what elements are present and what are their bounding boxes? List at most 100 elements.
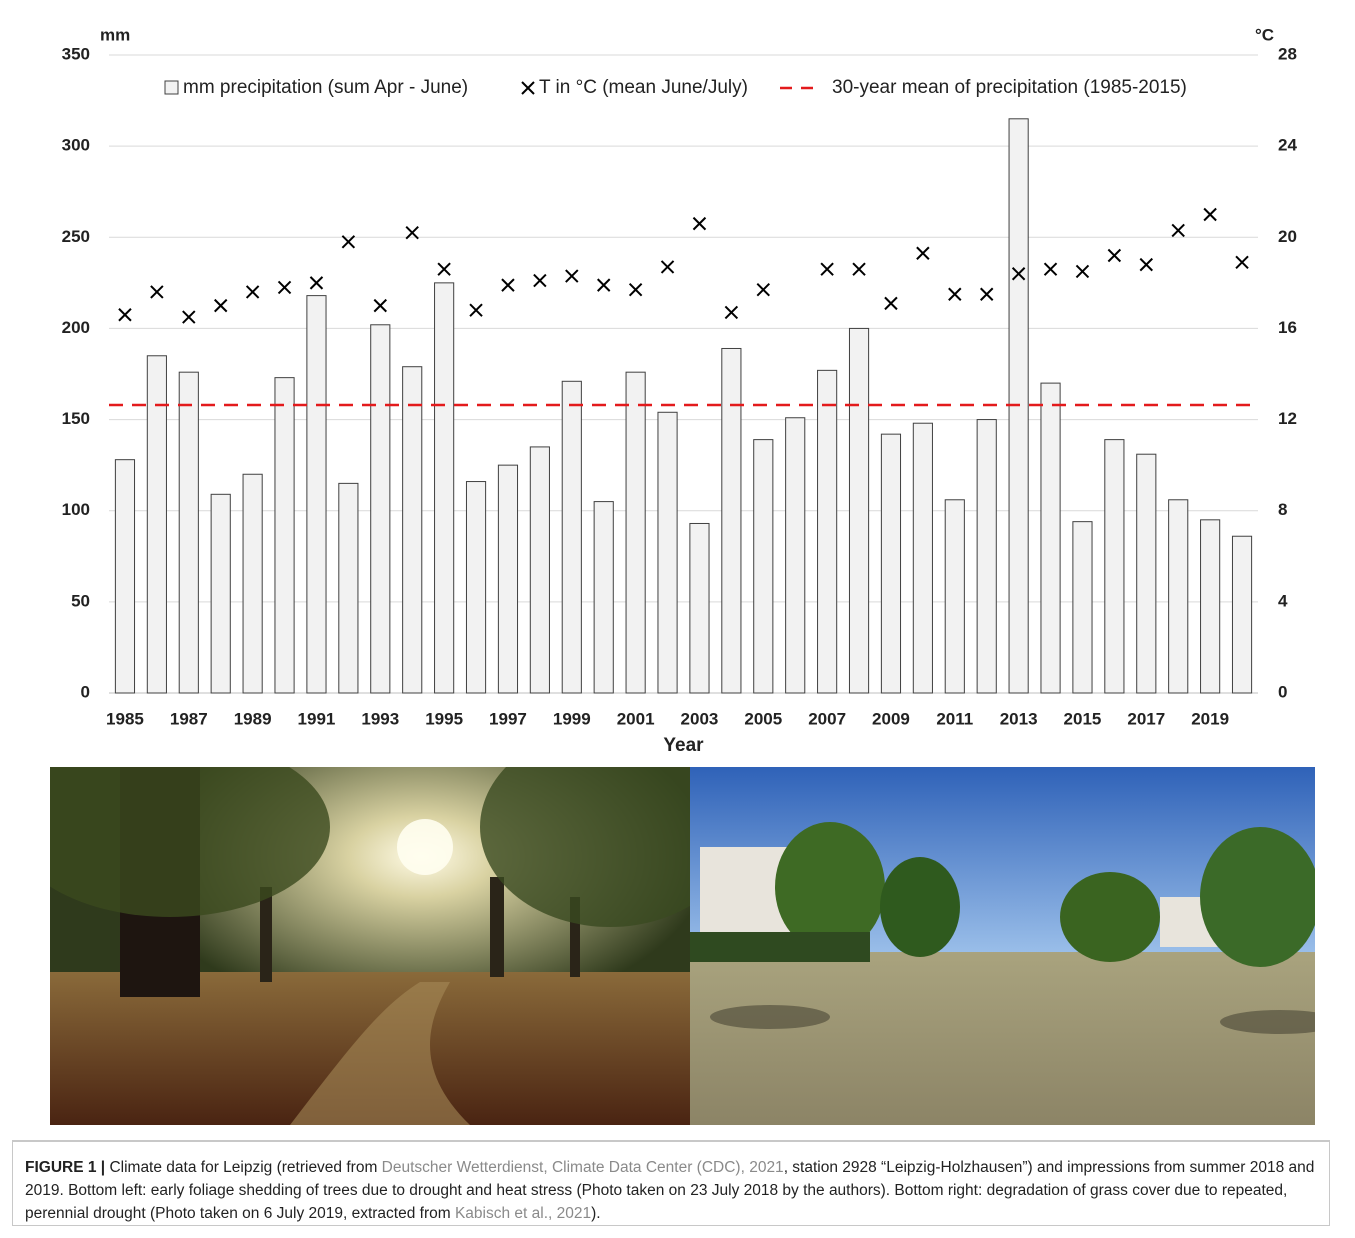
y-tick-label: 300 [62,136,90,155]
x-tick-label: 2007 [808,709,846,728]
bar [722,348,741,693]
x-axis-label: Year [663,735,704,756]
x-tick-label: 1999 [553,709,591,728]
caption-text: ). [591,1205,600,1222]
marker-x [247,286,259,298]
y-axis-label: mm [100,25,130,44]
bar [307,296,326,693]
x-tick-label: 1991 [298,709,336,728]
bar [1073,522,1092,693]
bar [339,483,358,693]
bar [1041,383,1060,693]
y-tick-label: 350 [62,44,90,63]
marker-x [215,300,227,312]
bar [211,494,230,693]
legend: mm precipitation (sum Apr - June)T in °C… [165,77,1187,98]
marker-x [279,281,291,293]
caption: FIGURE 1 | Climate data for Leipzig (ret… [12,1140,1330,1226]
x-tick-label: 2009 [872,709,910,728]
bar [498,465,517,693]
x-tick-label: 1995 [425,709,463,728]
x-tick-label: 2017 [1127,709,1165,728]
y2-tick-label: 4 [1278,591,1288,610]
bar [977,420,996,693]
bar [690,523,709,693]
y-tick-label: 100 [62,500,90,519]
marker-x [981,288,993,300]
bar [881,434,900,693]
y2-tick-label: 24 [1278,136,1297,155]
y-tick-label: 150 [62,409,90,428]
bar [594,502,613,693]
y2-tick-label: 0 [1278,682,1287,701]
legend-label: 30-year mean of precipitation (1985-2015… [832,77,1187,98]
y-tick-label: 0 [81,682,90,701]
marker-x [693,218,705,230]
bar [371,325,390,693]
bar [754,440,773,693]
x-tick-label: 2001 [617,709,655,728]
marker-x [821,263,833,275]
x-tick-label: 1987 [170,709,208,728]
legend-label: mm precipitation (sum Apr - June) [183,77,468,98]
y2-tick-label: 16 [1278,318,1297,337]
bar [1169,500,1188,693]
bar [913,423,932,693]
marker-x [183,311,195,323]
bar [147,356,166,693]
bar [530,447,549,693]
caption-link[interactable]: Deutscher Wetterdienst, Climate Data Cen… [382,1159,784,1176]
x-tick-label: 2015 [1064,709,1102,728]
bar [179,372,198,693]
marker-x [630,284,642,296]
bar [1201,520,1220,693]
bar [435,283,454,693]
marker-x [119,309,131,321]
marker-x [566,270,578,282]
marker-x [502,279,514,291]
x-tick-label: 1985 [106,709,144,728]
x-tick-label: 1997 [489,709,527,728]
y2-tick-label: 12 [1278,409,1297,428]
x-tick-label: 1989 [234,709,272,728]
x-tick-label: 1993 [361,709,399,728]
x-tick-label: 2003 [681,709,719,728]
y2-axis-label: °C [1255,25,1274,44]
x-tick-label: 2019 [1191,709,1229,728]
caption-link[interactable]: Kabisch et al., 2021 [455,1205,591,1222]
bar [849,328,868,693]
marker-x [310,277,322,289]
marker-x [757,284,769,296]
x-tick-label: 2011 [936,709,973,728]
marker-x [598,279,610,291]
y2-tick-label: 8 [1278,500,1287,519]
bar [626,372,645,693]
marker-x [438,263,450,275]
legend-swatch [522,82,534,94]
bar [466,482,485,693]
marker-x [949,288,961,300]
bar [1105,440,1124,693]
marker-x [374,300,386,312]
x-tick-label: 2005 [744,709,782,728]
marker-x [1076,265,1088,277]
marker-x [853,263,865,275]
bar [1137,454,1156,693]
marker-x [1108,250,1120,262]
bar [403,367,422,693]
marker-x [1140,259,1152,271]
chart: 0501001502002503003500481216202428mm°CYe… [0,0,1355,760]
bar [275,378,294,693]
photo-left [50,767,740,1125]
marker-x [1236,256,1248,268]
marker-x [885,297,897,309]
marker-x [917,247,929,259]
y2-tick-label: 20 [1278,227,1297,246]
marker-x [470,304,482,316]
bar [818,370,837,693]
y-tick-label: 250 [62,227,90,246]
marker-x [1204,209,1216,221]
bar [115,460,134,693]
marker-x [151,286,163,298]
bar [1232,536,1251,693]
